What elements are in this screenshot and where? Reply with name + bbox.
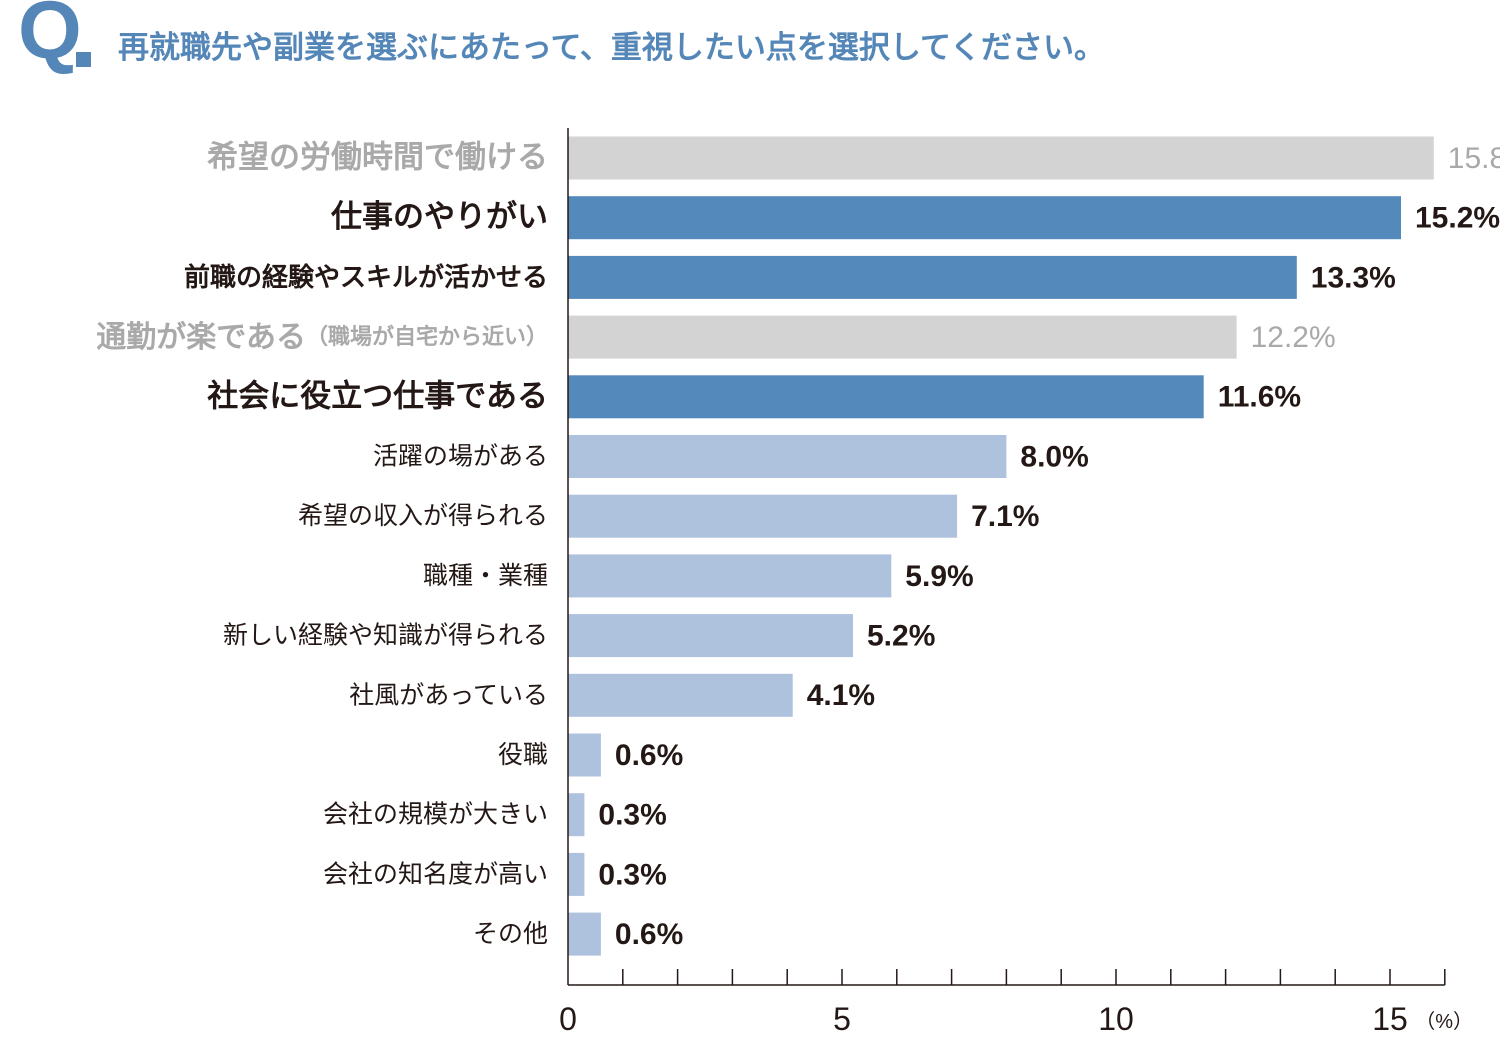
value-label: 5.2% bbox=[867, 620, 935, 653]
axes bbox=[567, 128, 1446, 986]
value-label: 0.3% bbox=[598, 858, 666, 891]
question-mark-dot bbox=[76, 52, 91, 67]
category-label: 新しい経験や知識が得られる bbox=[223, 621, 548, 650]
x-axis-unit: （%） bbox=[1415, 1010, 1473, 1033]
category-label: 会社の規模が大きい bbox=[323, 800, 548, 829]
value-label: 0.6% bbox=[615, 918, 683, 951]
value-label: 7.1% bbox=[971, 500, 1039, 533]
question-text: 再就職先や副業を選ぶにあたって、重視したい点を選択してください。 bbox=[118, 30, 1106, 66]
value-label: 0.6% bbox=[615, 739, 683, 772]
value-label: 8.0% bbox=[1020, 440, 1088, 473]
value-label: 4.1% bbox=[807, 679, 875, 712]
value-label: 11.6% bbox=[1218, 381, 1301, 414]
bar bbox=[568, 494, 958, 538]
bar bbox=[568, 852, 585, 896]
category-label: 社会に役立つ仕事である bbox=[207, 378, 548, 414]
category-label: 希望の収入が得られる bbox=[298, 501, 548, 530]
value-label: 15.2% bbox=[1415, 202, 1500, 235]
question-mark: Q bbox=[18, 0, 82, 76]
bar bbox=[568, 255, 1297, 299]
category-label: 役職 bbox=[498, 740, 548, 769]
bar bbox=[568, 614, 853, 658]
question-header: Q 再就職先や副業を選ぶにあたって、重視したい点を選択してください。 bbox=[18, 0, 1488, 90]
bars bbox=[568, 136, 1434, 956]
value-label: 0.3% bbox=[598, 799, 666, 832]
bar bbox=[568, 912, 601, 956]
x-tick-label: 15 bbox=[1372, 1001, 1408, 1037]
category-label: 社風があっている bbox=[349, 680, 548, 709]
value-label: 13.3% bbox=[1311, 261, 1396, 294]
category-label: 活躍の場がある bbox=[373, 442, 548, 471]
bar bbox=[568, 554, 892, 598]
category-label: 前職の経験やスキルが活かせる bbox=[184, 262, 548, 293]
category-label: 通勤が楽である（職場が自宅から近い） bbox=[96, 320, 548, 355]
labels: 希望の労働時間で働ける 15.8% 仕事のやりがい 15.2% 前職の経験やスキルが活か… bbox=[96, 140, 1500, 1037]
value-label: 12.2% bbox=[1251, 321, 1336, 354]
bar bbox=[568, 435, 1007, 478]
category-label: 仕事のやりがい bbox=[331, 199, 548, 235]
value-label: 15.8% bbox=[1448, 142, 1500, 175]
bar bbox=[568, 375, 1204, 419]
bar bbox=[568, 673, 793, 717]
bar bbox=[568, 315, 1237, 359]
bar bbox=[568, 136, 1434, 180]
category-label: 会社の知名度が高い bbox=[323, 859, 548, 888]
category-label: 希望の労働時間で働ける bbox=[207, 140, 548, 176]
x-tick-label: 5 bbox=[833, 1001, 851, 1037]
x-tick-label: 0 bbox=[559, 1001, 577, 1037]
category-label: 職種・業種 bbox=[423, 561, 548, 590]
value-label: 5.9% bbox=[905, 560, 973, 593]
bar bbox=[568, 196, 1401, 240]
bar bbox=[568, 793, 585, 837]
bar bbox=[568, 733, 601, 777]
x-tick-label: 10 bbox=[1098, 1001, 1134, 1037]
category-label: その他 bbox=[473, 919, 548, 948]
